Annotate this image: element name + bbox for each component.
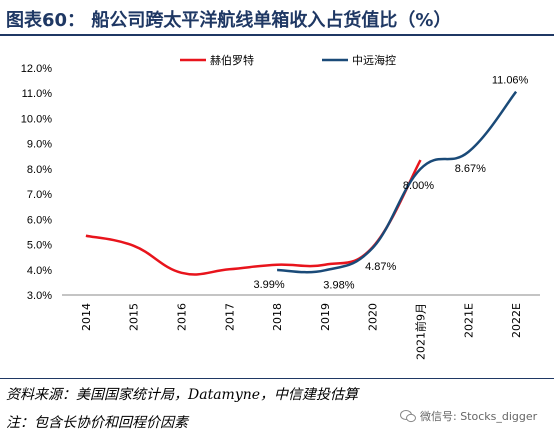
y-tick-label: 8.0% [27,164,52,176]
data-label: 8.00% [403,180,434,192]
x-tick-label: 2014 [80,303,93,331]
y-tick-label: 4.0% [27,265,52,277]
x-tick-label: 2018 [271,303,284,331]
note-text: 注：包含长协价和回程价因素 [6,415,188,431]
series-line-cosco [277,90,518,274]
chart-title: 图表60： 船公司跨太平洋航线单箱收入占货值比（%） [6,10,452,31]
legend-label: 赫伯罗特 [210,53,254,67]
y-tick-label: 7.0% [27,189,52,201]
data-label: 8.67% [455,163,486,175]
x-tick-label: 2019 [319,303,332,331]
watermark-text: 微信号: Stocks_digger [420,410,538,423]
x-tick-label: 2021E [462,303,475,338]
legend-label: 中远海控 [352,53,396,67]
data-label: 3.99% [253,279,284,291]
watermark: 微信号: Stocks_digger [400,408,537,424]
y-tick-label: 12.0% [21,63,52,75]
y-tick-label: 5.0% [27,240,52,252]
data-label: 11.06% [492,75,529,87]
y-tick-label: 11.0% [22,88,53,100]
source-text: 资料来源：美国国家统计局，Datamyne，中信建投估算 [6,387,359,403]
data-label: 3.98% [323,279,354,291]
x-tick-label: 2021前9月 [414,303,428,360]
data-label: 4.87% [365,261,396,273]
series-line-hapag [85,159,422,276]
y-tick-label: 3.0% [27,290,52,302]
x-tick-label: 2016 [176,303,189,331]
y-tick-label: 9.0% [27,139,52,151]
y-tick-label: 6.0% [27,214,52,226]
wechat-icon [400,410,416,423]
title-bar: 图表60： 船公司跨太平洋航线单箱收入占货值比（%） [0,0,554,36]
y-tick-label: 10.0% [21,113,52,125]
x-tick-label: 2015 [128,303,141,331]
x-tick-label: 2017 [223,303,236,331]
footer-divider [0,378,554,379]
x-tick-label: 2020 [367,303,380,331]
line-chart: 3.0% 4.0% 5.0% 6.0% 7.0% 8.0% 9.0% 10.0% 11.0% 12… [21,53,540,360]
x-tick-label: 2022E [510,303,523,338]
